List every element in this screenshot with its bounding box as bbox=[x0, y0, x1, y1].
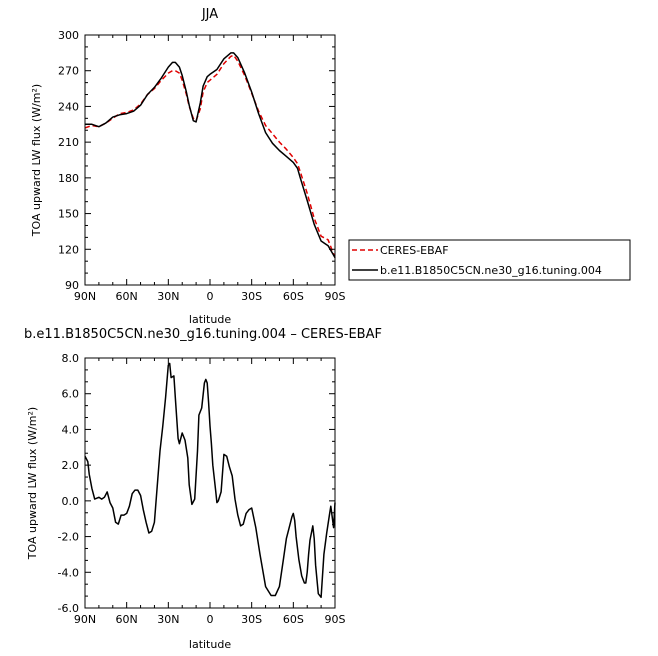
top-x-tick-label: 90S bbox=[325, 290, 346, 303]
bottom-x-tick-label: 90N bbox=[74, 613, 96, 626]
top-title: JJA bbox=[201, 7, 218, 22]
bottom-x-tick-label: 0 bbox=[207, 613, 214, 626]
bottom-axes-frame bbox=[84, 357, 336, 609]
top-y-tick-label: 120 bbox=[58, 243, 79, 256]
bottom-y-tick-label: -4.0 bbox=[58, 566, 79, 579]
bottom-plot-area bbox=[84, 362, 336, 599]
bottom-y-tick-label: 2.0 bbox=[62, 459, 80, 472]
top-y-tick-label: 90 bbox=[65, 279, 79, 292]
bottom-y-tick-label: 4.0 bbox=[62, 423, 80, 436]
bottom-x-ticks: 90N 60N 30N 0 30S 60S 90S bbox=[74, 358, 346, 626]
legend-label-ceres: CERES-EBAF bbox=[380, 244, 449, 257]
bottom-y-tick-label: 6.0 bbox=[62, 388, 80, 401]
top-x-tick-label: 60S bbox=[283, 290, 304, 303]
legend: CERES-EBAF b.e11.B1850C5CN.ne30_g16.tuni… bbox=[348, 239, 631, 281]
bottom-x-tick-label: 60N bbox=[116, 613, 138, 626]
top-x-tick-label: 60N bbox=[116, 290, 138, 303]
top-x-ticks: 90N 60N 30N 0 30S 60S 90S bbox=[74, 35, 346, 303]
bottom-y-ticks: -6.0 -4.0 -2.0 0.0 2.0 4.0 6.0 8.0 bbox=[58, 352, 335, 615]
bottom-title: b.e11.B1850C5CN.ne30_g16.tuning.004 – CE… bbox=[24, 327, 382, 342]
top-x-tick-label: 0 bbox=[207, 290, 214, 303]
top-x-axis-label: latitude bbox=[189, 313, 231, 326]
bottom-y-tick-label: -6.0 bbox=[58, 602, 79, 615]
bottom-x-tick-label: 60S bbox=[283, 613, 304, 626]
top-y-ticks: 90 120 150 180 210 240 270 300 bbox=[58, 29, 335, 292]
top-y-tick-label: 180 bbox=[58, 172, 79, 185]
top-x-tick-label: 30S bbox=[241, 290, 262, 303]
top-y-axis-label: TOA upward LW flux (W/m²) bbox=[30, 84, 43, 237]
bottom-panel: b.e11.B1850C5CN.ne30_g16.tuning.004 – CE… bbox=[24, 327, 382, 651]
top-series-line-0 bbox=[84, 54, 336, 258]
bottom-y-tick-label: -2.0 bbox=[58, 531, 79, 544]
top-plot-area bbox=[84, 52, 336, 258]
top-y-tick-label: 300 bbox=[58, 29, 79, 42]
bottom-x-tick-label: 30S bbox=[241, 613, 262, 626]
top-y-tick-label: 210 bbox=[58, 136, 79, 149]
top-y-tick-label: 270 bbox=[58, 65, 79, 78]
bottom-series-line-0 bbox=[84, 362, 336, 599]
top-series-line-1 bbox=[85, 52, 336, 258]
bottom-y-tick-label: 0.0 bbox=[62, 495, 80, 508]
top-y-tick-label: 240 bbox=[58, 100, 79, 113]
top-panel: JJA 90N 60N 30N 0 30S 60S 90S 90 120 150 180 210 24… bbox=[30, 7, 631, 326]
bottom-x-tick-label: 30N bbox=[157, 613, 179, 626]
top-y-tick-label: 150 bbox=[58, 208, 79, 221]
bottom-x-tick-label: 90S bbox=[325, 613, 346, 626]
legend-box bbox=[348, 239, 631, 281]
bottom-y-axis-label: TOA upward LW flux (W/m²) bbox=[26, 407, 39, 560]
top-axes-frame bbox=[84, 34, 336, 286]
top-x-tick-label: 90N bbox=[74, 290, 96, 303]
bottom-y-tick-label: 8.0 bbox=[62, 352, 80, 365]
legend-label-model: b.e11.B1850C5CN.ne30_g16.tuning.004 bbox=[380, 264, 602, 277]
top-x-tick-label: 30N bbox=[157, 290, 179, 303]
bottom-x-axis-label: latitude bbox=[189, 638, 231, 651]
